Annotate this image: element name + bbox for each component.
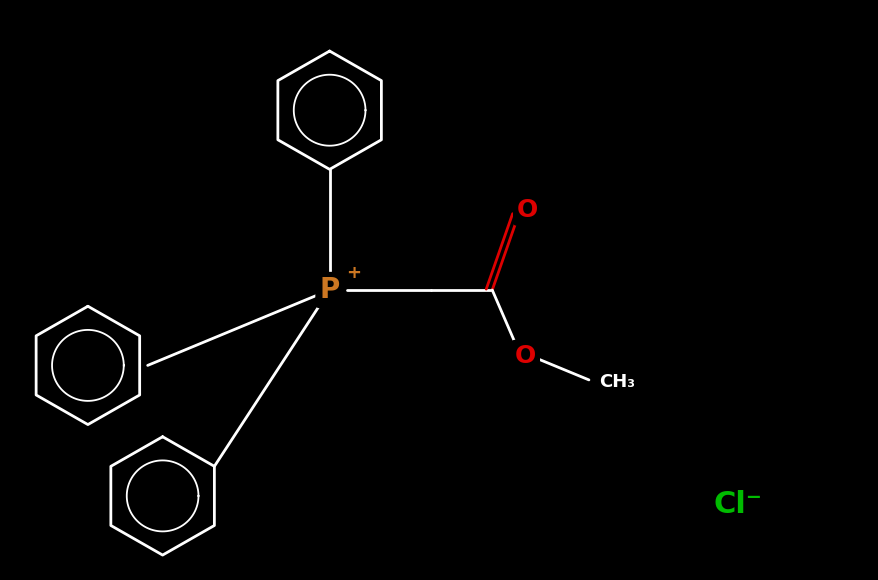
Text: +: + bbox=[345, 263, 361, 282]
Text: CH₃: CH₃ bbox=[599, 372, 634, 391]
Text: O: O bbox=[515, 343, 536, 368]
Text: P: P bbox=[319, 276, 340, 304]
Text: Cl⁻: Cl⁻ bbox=[713, 490, 762, 519]
Text: O: O bbox=[516, 198, 537, 222]
